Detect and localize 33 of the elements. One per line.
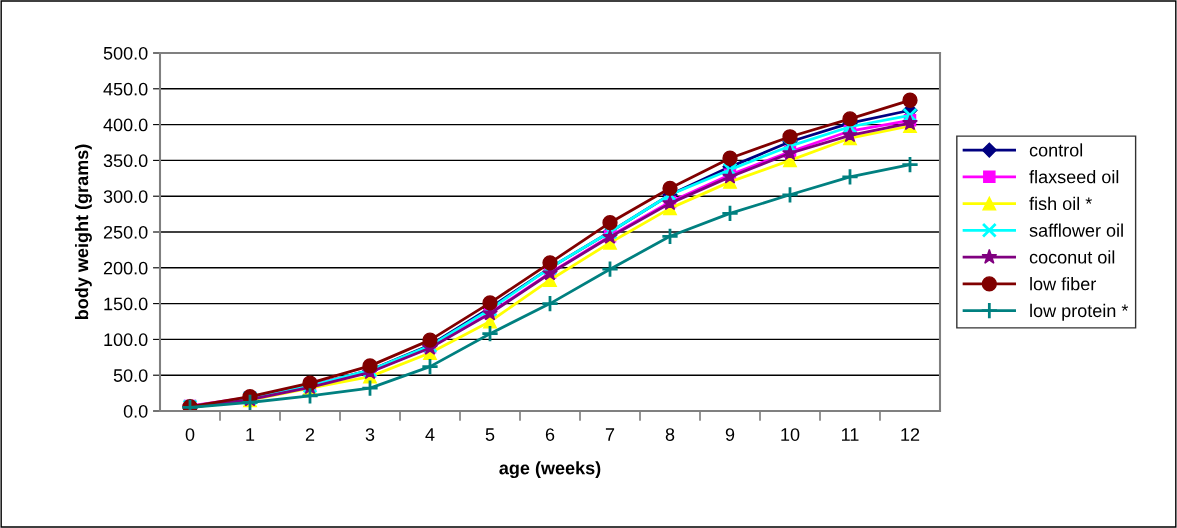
y-tick-label: 350.0 [103,154,148,168]
legend-label: low protein * [1030,303,1129,321]
y-tick-label: 250.0 [103,225,148,239]
y-tick-label: 300.0 [103,190,148,203]
y-tick-label: 0.0 [123,404,148,418]
legend-label: control [1029,143,1083,157]
y-axis-title: body weight (grams) [74,144,92,320]
x-tick-label: 5 [485,428,495,441]
x-tick-label: 4 [425,428,435,441]
y-tick-label: 450.0 [103,82,148,96]
x-tick-label: 9 [725,428,735,441]
legend-label: low fiber [1030,277,1096,291]
x-tick-label: 7 [605,428,615,441]
y-tick-label: 200.0 [103,261,148,275]
legend-label: coconut oil [1029,250,1115,264]
x-tick-label: 6 [545,428,555,441]
y-tick-label: 50.0 [113,369,148,382]
x-tick-label: 11 [842,428,859,441]
x-axis-title: age (weeks) [499,461,601,479]
y-tick-label: 150.0 [104,297,148,311]
x-tick-label: 8 [665,428,675,441]
y-tick-label: 500.0 [103,46,148,60]
y-tick-label: 400.0 [103,118,148,132]
x-tick-label: 0 [185,428,195,441]
legend-label: safflower oil [1029,223,1123,237]
x-tick-label: 2 [305,428,315,441]
y-tick-label: 100.0 [104,333,148,347]
x-tick-label: 1 [246,428,255,441]
legend-label: flaxseed oil [1029,170,1119,184]
x-tick-label: 10 [781,428,800,441]
x-tick-label: 12 [901,428,920,441]
legend-label: fish oil * [1029,196,1092,211]
x-tick-label: 3 [365,428,375,441]
